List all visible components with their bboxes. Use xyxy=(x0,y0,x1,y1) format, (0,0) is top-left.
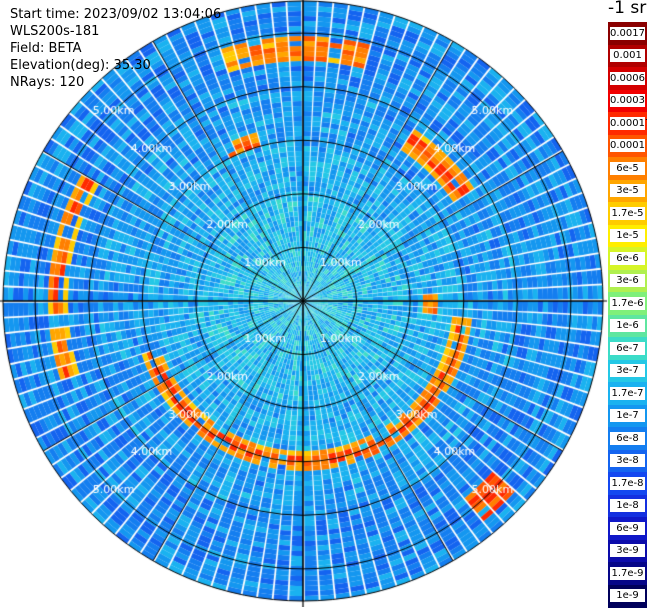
colorbar-tick-label: 0.0017 xyxy=(610,26,645,40)
colorbar-cell: 1e-8 xyxy=(608,494,647,518)
colorbar-tick-label: 0.0006 xyxy=(610,71,645,85)
colorbar-tick-label: 3e-7 xyxy=(610,364,645,378)
colorbar-tick-label: 0.0003 xyxy=(610,94,645,108)
colorbar-tick-label: 1.7e-6 xyxy=(610,296,645,310)
colorbar-tick-label: 3e-5 xyxy=(610,184,645,198)
nrays-label: NRays: 120 xyxy=(10,75,85,90)
colorbar-tick-label: 0.001 xyxy=(610,49,645,63)
colorbar-cell: 6e-7 xyxy=(608,337,647,360)
colorbar-tick-label: 1e-6 xyxy=(610,319,645,333)
colorbar-tick-label: 6e-9 xyxy=(610,521,645,535)
colorbar-units-title: -1 sr xyxy=(608,0,647,18)
scan-info-panel: Start time: 2023/09/02 13:04:06 WLS200s-… xyxy=(10,6,221,91)
colorbar-cell: 1.7e-7 xyxy=(608,382,647,405)
colorbar-tick-label: 1.7e-7 xyxy=(610,386,645,400)
colorbar-cell: 1e-9 xyxy=(608,584,647,608)
colorbar-tick-label: 6e-8 xyxy=(610,431,645,445)
colorbar-tick-label: 1e-8 xyxy=(610,499,645,513)
colorbar-tick-label: 1e-7 xyxy=(610,409,645,423)
colorbar-cell: 3e-9 xyxy=(608,539,647,563)
colorbar-cell: 6e-8 xyxy=(608,427,647,450)
colorbar-cell: 3e-7 xyxy=(608,359,647,383)
colorbar-cell: 1e-6 xyxy=(608,314,647,338)
colorbar-tick-label: 6e-6 xyxy=(610,251,645,265)
colorbar-tick-label: 6e-5 xyxy=(610,161,645,175)
colorbar-cell: 0.0001 xyxy=(608,134,647,158)
colorbar-cell: 1e-5 xyxy=(608,224,647,248)
colorbar-cell: 6e-6 xyxy=(608,247,647,270)
colorbar-cell: 0.00017 xyxy=(608,112,647,135)
colorbar-tick-label: 3e-9 xyxy=(610,544,645,558)
colorbar-cell: 0.0003 xyxy=(608,89,647,113)
colorbar-tick-label: 0.0001 xyxy=(610,139,645,153)
colorbar-cell: 0.0006 xyxy=(608,67,647,90)
colorbar-tick-label: 1e-5 xyxy=(610,229,645,243)
colorbar-cell: 3e-6 xyxy=(608,269,647,293)
colorbar-tick-label: 0.00017 xyxy=(610,116,647,130)
colorbar-cell: 1.7e-6 xyxy=(608,292,647,315)
colorbar-cell: 0.0017 xyxy=(608,22,647,45)
elevation-label: Elevation(deg): 35.30 xyxy=(10,58,151,73)
colorbar-tick-label: 3e-6 xyxy=(610,274,645,288)
colorbar-tick-label: 1e-9 xyxy=(610,589,645,603)
colorbar-cell: 1.7e-8 xyxy=(608,472,647,495)
field-label: Field: BETA xyxy=(10,41,82,56)
colorbar-cell: 6e-5 xyxy=(608,157,647,180)
colorbar-cell: 1.7e-9 xyxy=(608,562,647,585)
colorbar-tick-label: 1.7e-8 xyxy=(610,476,645,490)
colorbar-cell: 1.7e-5 xyxy=(608,202,647,225)
colorbar-cell: 3e-8 xyxy=(608,449,647,473)
colorbar-cell: 3e-5 xyxy=(608,179,647,203)
colorbar-cell: 1e-7 xyxy=(608,404,647,428)
start-time-label: Start time: 2023/09/02 13:04:06 xyxy=(10,7,222,22)
colorbar-tick-label: 6e-7 xyxy=(610,341,645,355)
colorbar-tick-label: 1.7e-5 xyxy=(610,206,645,220)
colorbar-tick-label: 1.7e-9 xyxy=(610,566,645,580)
colorbar-tick-label: 3e-8 xyxy=(610,454,645,468)
instrument-label: WLS200s-181 xyxy=(10,24,100,39)
colorbar-cell: 0.001 xyxy=(608,44,647,68)
colorbar-cell: 6e-9 xyxy=(608,517,647,540)
